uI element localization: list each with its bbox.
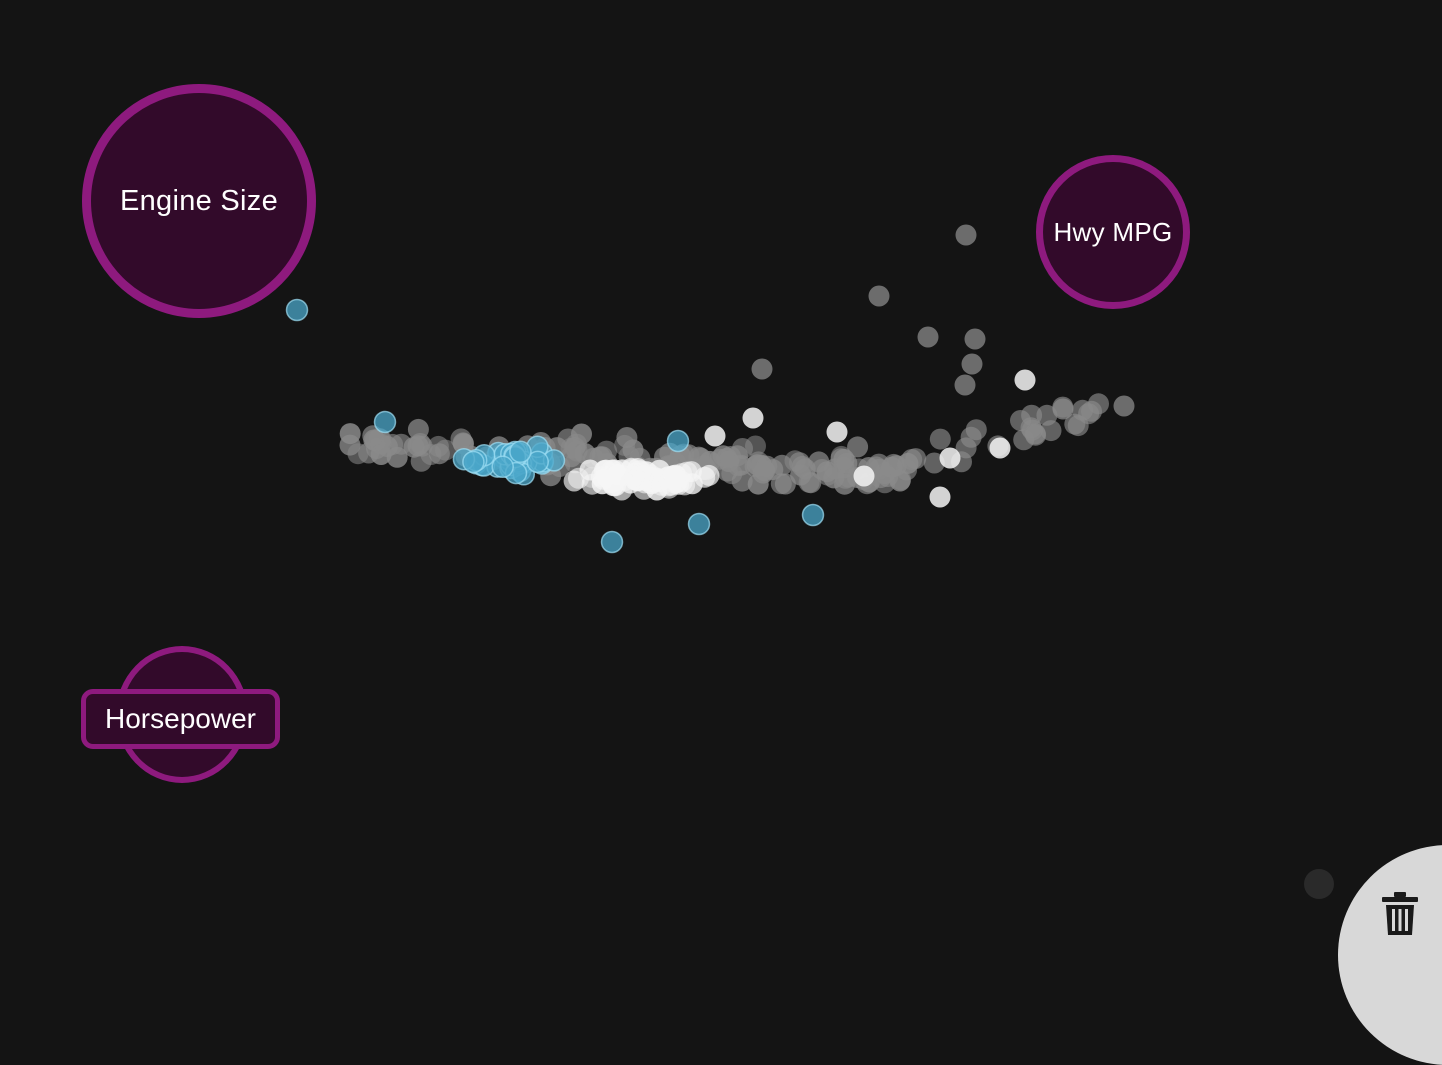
data-point[interactable] bbox=[716, 448, 737, 469]
data-point[interactable] bbox=[955, 375, 976, 396]
data-point[interactable] bbox=[1015, 370, 1036, 391]
highlighted-point[interactable] bbox=[668, 431, 689, 452]
magnet-horsepower-label[interactable]: Horsepower bbox=[81, 689, 280, 749]
data-point[interactable] bbox=[1114, 396, 1135, 417]
data-point[interactable] bbox=[1078, 403, 1099, 424]
data-point[interactable] bbox=[869, 286, 890, 307]
trash-icon bbox=[1380, 891, 1420, 937]
data-point[interactable] bbox=[699, 465, 720, 486]
data-point[interactable] bbox=[752, 359, 773, 380]
data-point[interactable] bbox=[623, 439, 644, 460]
data-point[interactable] bbox=[940, 448, 961, 469]
data-point[interactable] bbox=[564, 471, 585, 492]
highlighted-point[interactable] bbox=[803, 505, 824, 526]
highlighted-point[interactable] bbox=[463, 452, 484, 473]
canvas[interactable]: Engine Size Hwy MPG Horsepower bbox=[0, 0, 1442, 947]
highlighted-point[interactable] bbox=[492, 456, 513, 477]
data-point[interactable] bbox=[743, 408, 764, 429]
faded-point bbox=[1304, 869, 1334, 899]
data-point[interactable] bbox=[593, 469, 614, 490]
highlighted-point[interactable] bbox=[602, 532, 623, 553]
data-point[interactable] bbox=[930, 487, 951, 508]
data-point[interactable] bbox=[408, 419, 429, 440]
data-point[interactable] bbox=[348, 443, 369, 464]
data-point[interactable] bbox=[421, 444, 442, 465]
data-point[interactable] bbox=[965, 329, 986, 350]
highlighted-point[interactable] bbox=[510, 441, 531, 462]
magnet-hwy-mpg[interactable]: Hwy MPG bbox=[1036, 155, 1190, 309]
magnet-label: Hwy MPG bbox=[1053, 217, 1172, 248]
data-point[interactable] bbox=[827, 422, 848, 443]
highlighted-point[interactable] bbox=[689, 514, 710, 535]
data-point[interactable] bbox=[789, 452, 810, 473]
data-point[interactable] bbox=[901, 449, 922, 470]
data-point[interactable] bbox=[340, 423, 361, 444]
data-point[interactable] bbox=[631, 460, 652, 481]
data-point[interactable] bbox=[961, 427, 982, 448]
highlighted-point[interactable] bbox=[375, 412, 396, 433]
data-point[interactable] bbox=[918, 327, 939, 348]
data-point[interactable] bbox=[817, 465, 838, 486]
data-point[interactable] bbox=[1025, 425, 1046, 446]
data-point[interactable] bbox=[664, 469, 685, 490]
magnet-label: Engine Size bbox=[120, 185, 278, 218]
data-point[interactable] bbox=[956, 225, 977, 246]
data-point[interactable] bbox=[371, 444, 392, 465]
data-point[interactable] bbox=[836, 453, 857, 474]
data-point[interactable] bbox=[754, 460, 775, 481]
data-point[interactable] bbox=[990, 438, 1011, 459]
data-point[interactable] bbox=[1053, 399, 1074, 420]
data-point[interactable] bbox=[854, 466, 875, 487]
data-point[interactable] bbox=[962, 354, 983, 375]
data-point[interactable] bbox=[930, 429, 951, 450]
highlighted-point[interactable] bbox=[287, 300, 308, 321]
data-point[interactable] bbox=[705, 426, 726, 447]
data-point[interactable] bbox=[771, 473, 792, 494]
magnet-engine-size[interactable]: Engine Size bbox=[82, 84, 316, 318]
